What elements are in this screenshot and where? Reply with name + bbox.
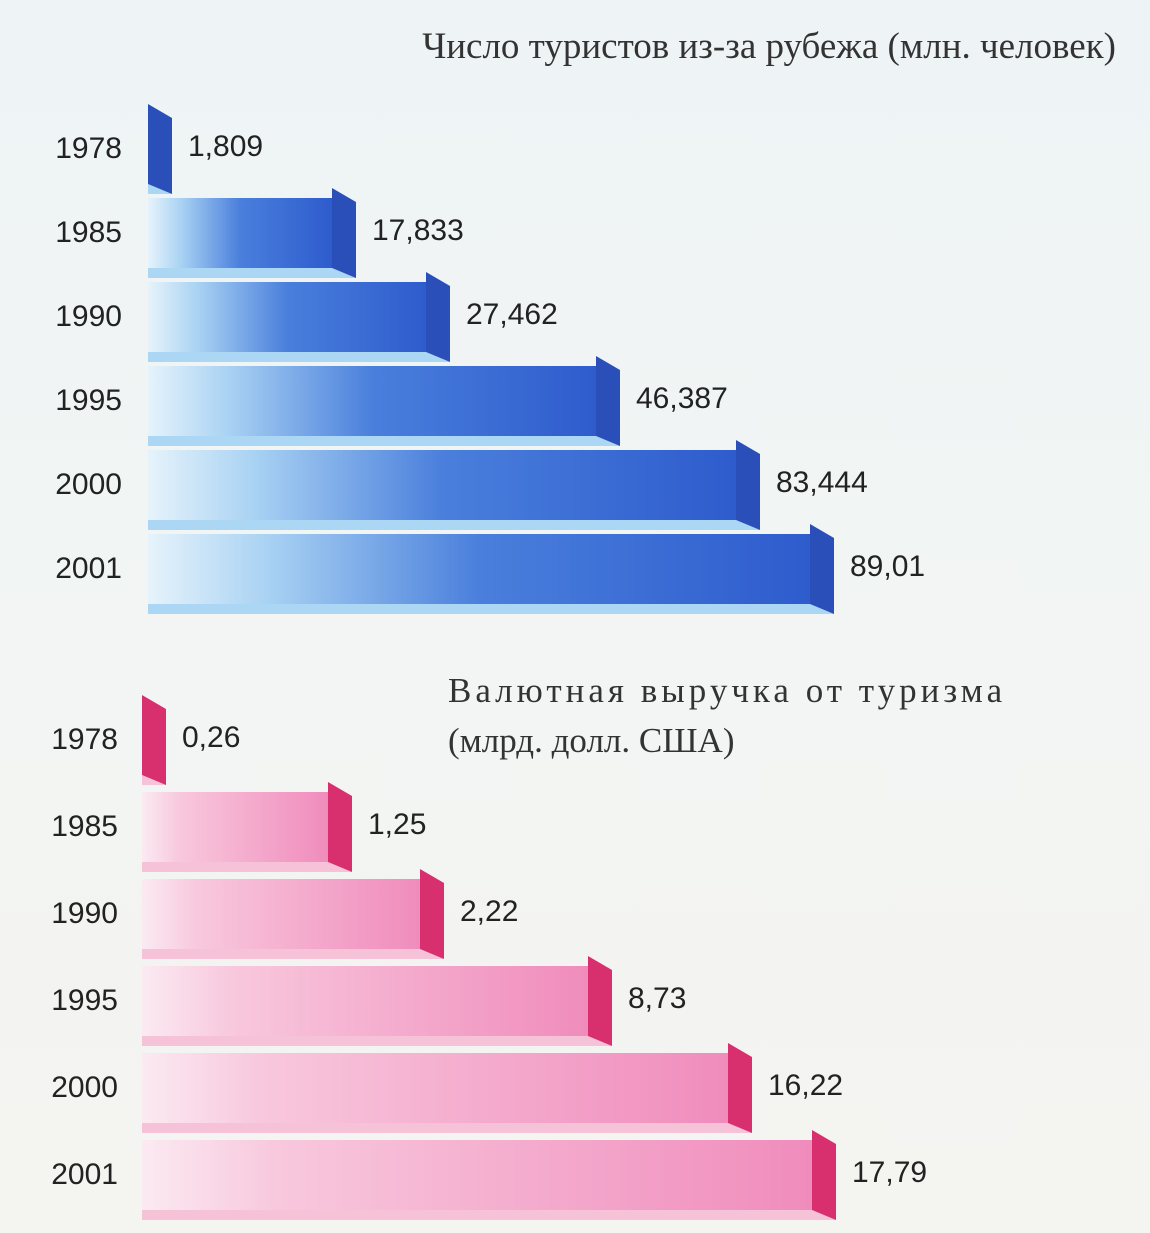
bar-front xyxy=(142,1140,812,1210)
bar-ledge xyxy=(142,1123,752,1133)
bar-side xyxy=(148,104,172,194)
bar-ledge xyxy=(148,268,356,278)
chart-1-title: Число туристов из-за рубежа (млн. челове… xyxy=(422,26,1116,67)
bar-ledge xyxy=(148,436,620,446)
value-label: 0,26 xyxy=(182,721,240,754)
bar-side xyxy=(596,356,620,446)
bar-1985 xyxy=(142,782,352,872)
bar-1995 xyxy=(142,956,612,1046)
bar-ledge xyxy=(142,862,352,872)
bar-front xyxy=(148,198,332,268)
bar-ledge xyxy=(148,352,450,362)
value-label: 1,25 xyxy=(368,808,426,841)
bar-ledge xyxy=(142,1210,836,1220)
bar-2000 xyxy=(148,440,760,530)
category-label: 1990 xyxy=(51,897,118,930)
bar-side xyxy=(142,695,166,785)
category-label: 1995 xyxy=(55,384,122,417)
bar-1990 xyxy=(148,272,450,362)
chart-1-plot: 1978 1,809 1985 17,833 1990 27,462 1995 46,387 2… xyxy=(55,104,925,614)
bar-1995 xyxy=(148,356,620,446)
bar-side xyxy=(588,956,612,1046)
value-label: 17,833 xyxy=(372,214,464,247)
bar-ledge xyxy=(142,949,444,959)
category-label: 2001 xyxy=(55,552,122,585)
bar-front xyxy=(148,366,596,436)
chart-2-subtitle: (млрд. долл. США) xyxy=(448,721,734,760)
value-label: 1,809 xyxy=(188,130,263,163)
category-label: 2000 xyxy=(51,1071,118,1104)
category-label: 1990 xyxy=(55,300,122,333)
bar-front xyxy=(142,966,588,1036)
bar-front xyxy=(142,792,328,862)
bar-side xyxy=(328,782,352,872)
bar-front xyxy=(142,1053,728,1123)
value-label: 27,462 xyxy=(466,298,558,331)
bar-1978 xyxy=(142,695,166,785)
bar-front xyxy=(148,282,426,352)
bar-front xyxy=(148,534,810,604)
bar-ledge xyxy=(148,520,760,530)
bar-front xyxy=(142,879,420,949)
category-label: 2000 xyxy=(55,468,122,501)
bar-side xyxy=(332,188,356,278)
category-label: 1995 xyxy=(51,984,118,1017)
value-label: 8,73 xyxy=(628,982,686,1015)
value-label: 17,79 xyxy=(852,1156,927,1189)
category-label: 1978 xyxy=(55,132,122,165)
chart-2-plot: 1978 0,26 1985 1,25 1990 2,22 1995 8,73 2000 16,2… xyxy=(51,695,927,1220)
bar-2001 xyxy=(142,1130,836,1220)
category-label: 1978 xyxy=(51,723,118,756)
value-label: 2,22 xyxy=(460,895,518,928)
bar-2001 xyxy=(148,524,834,614)
chart-2-title: Валютная выручка от туризма xyxy=(448,671,1006,710)
value-label: 89,01 xyxy=(850,550,925,583)
bar-ledge xyxy=(148,604,834,614)
value-label: 46,387 xyxy=(636,382,728,415)
bar-1990 xyxy=(142,869,444,959)
bar-1978 xyxy=(148,104,172,194)
bar-side xyxy=(426,272,450,362)
bar-1985 xyxy=(148,188,356,278)
value-label: 83,444 xyxy=(776,466,868,499)
bar-side xyxy=(728,1043,752,1133)
value-label: 16,22 xyxy=(768,1069,843,1102)
category-label: 2001 xyxy=(51,1158,118,1191)
bar-ledge xyxy=(142,1036,612,1046)
bar-side xyxy=(420,869,444,959)
category-label: 1985 xyxy=(55,216,122,249)
bar-side xyxy=(810,524,834,614)
bar-side xyxy=(812,1130,836,1220)
category-label: 1985 xyxy=(51,810,118,843)
bar-front xyxy=(148,450,736,520)
bar-side xyxy=(736,440,760,530)
bar-2000 xyxy=(142,1043,752,1133)
